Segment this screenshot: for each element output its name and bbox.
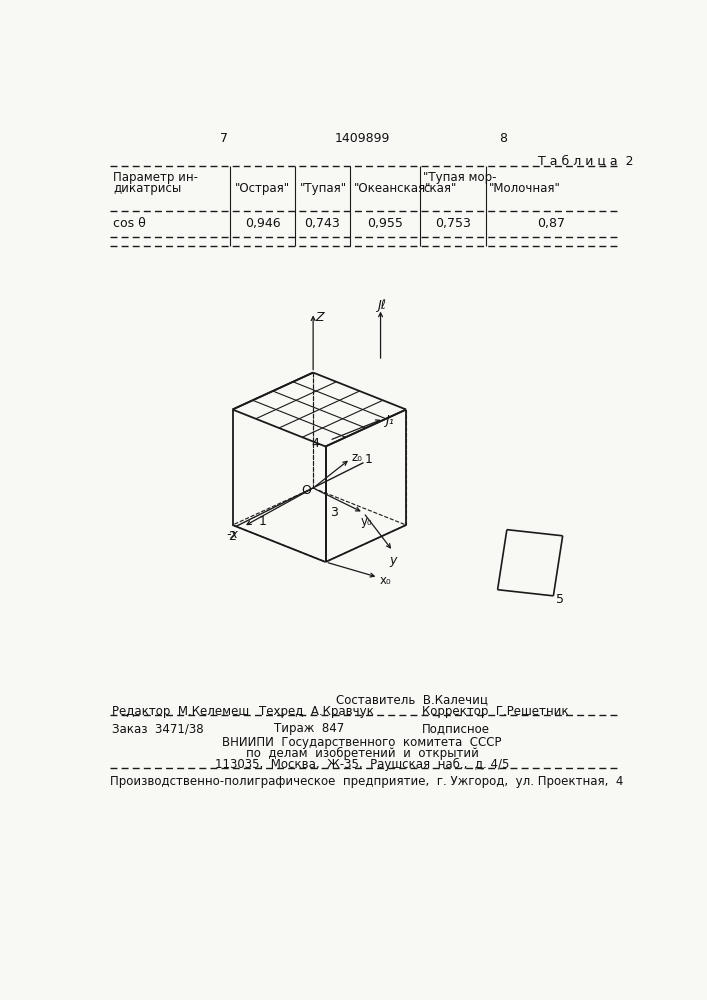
Text: 0,87: 0,87 xyxy=(537,217,566,230)
Text: Подписное: Подписное xyxy=(421,722,490,735)
Text: 7: 7 xyxy=(220,132,228,145)
Text: Составитель  В.Калечиц: Составитель В.Калечиц xyxy=(337,694,489,707)
Text: ВНИИПИ  Государственного  комитета  СССР: ВНИИПИ Государственного комитета СССР xyxy=(222,736,502,749)
Text: 1409899: 1409899 xyxy=(334,132,390,145)
Text: по  делам  изобретений  и  открытий: по делам изобретений и открытий xyxy=(245,747,479,760)
Text: 5: 5 xyxy=(556,593,564,606)
Text: 0,955: 0,955 xyxy=(367,217,403,230)
Text: z₀: z₀ xyxy=(351,451,362,464)
Text: 8: 8 xyxy=(499,132,507,145)
Text: "Тупая мор-: "Тупая мор- xyxy=(423,171,497,184)
Text: 113035,  Москва,  Ж-35,  Раушская  наб.,  д. 4/5: 113035, Москва, Ж-35, Раушская наб., д. … xyxy=(215,758,509,771)
Text: Заказ  3471/38: Заказ 3471/38 xyxy=(112,722,203,735)
Text: 1: 1 xyxy=(365,453,373,466)
Text: -x: -x xyxy=(226,528,238,541)
Text: 4: 4 xyxy=(312,437,320,450)
Text: 2: 2 xyxy=(228,530,235,543)
Text: x₀: x₀ xyxy=(380,574,392,587)
Text: Jℓ: Jℓ xyxy=(378,299,386,312)
Text: Редактор  М.Келемеш: Редактор М.Келемеш xyxy=(112,705,249,718)
Text: Корректор  Г.Решетник: Корректор Г.Решетник xyxy=(421,705,568,718)
Text: дикатрисы: дикатрисы xyxy=(113,182,182,195)
Text: 0,743: 0,743 xyxy=(305,217,340,230)
Text: cos θ: cos θ xyxy=(113,217,146,230)
Text: ская": ская" xyxy=(423,182,457,195)
Text: "Острая": "Острая" xyxy=(235,182,290,195)
Text: Параметр ин-: Параметр ин- xyxy=(113,171,198,184)
Text: 3: 3 xyxy=(330,506,338,519)
Text: "Океанская": "Океанская" xyxy=(354,182,432,195)
Text: J₁: J₁ xyxy=(385,414,394,427)
Text: Техред  А.Кравчук: Техред А.Кравчук xyxy=(259,705,374,718)
Text: Производственно-полиграфическое  предприятие,  г. Ужгород,  ул. Проектная,  4: Производственно-полиграфическое предприя… xyxy=(110,774,624,788)
Text: 1: 1 xyxy=(259,515,267,528)
Text: O: O xyxy=(301,484,311,497)
Text: Тираж  847: Тираж 847 xyxy=(274,722,344,735)
Text: 0,753: 0,753 xyxy=(435,217,471,230)
Text: Z: Z xyxy=(315,311,324,324)
Text: 0,946: 0,946 xyxy=(245,217,281,230)
Text: "Молочная": "Молочная" xyxy=(489,182,561,195)
Text: y₀: y₀ xyxy=(361,515,372,528)
Text: Т а б л и ц а  2: Т а б л и ц а 2 xyxy=(538,155,633,168)
Text: "Тупая": "Тупая" xyxy=(300,182,347,195)
Text: y: y xyxy=(389,554,397,567)
